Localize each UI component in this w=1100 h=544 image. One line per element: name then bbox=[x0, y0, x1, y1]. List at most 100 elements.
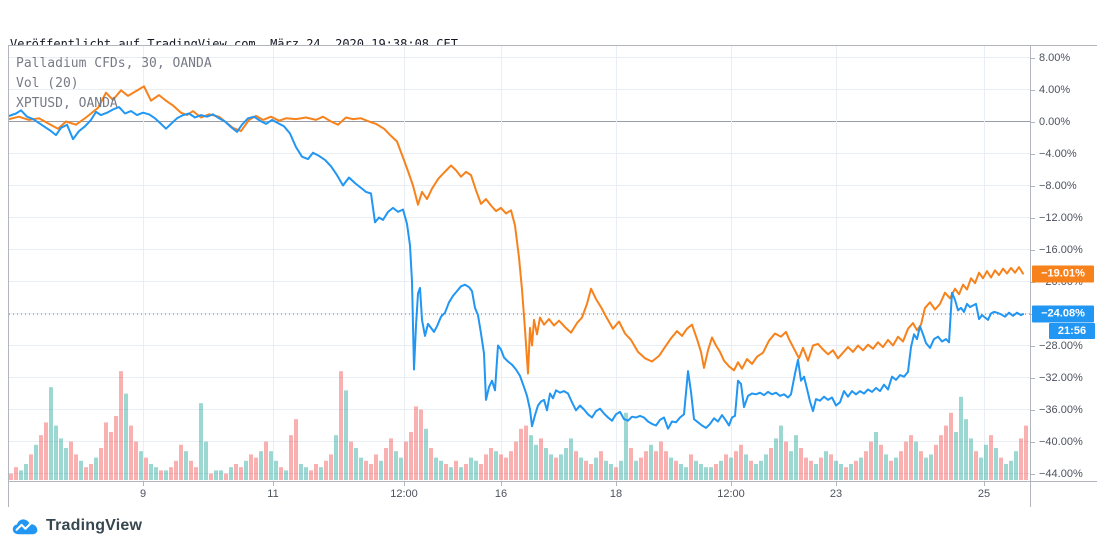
countdown-time-badge: 21:56 bbox=[1049, 323, 1095, 340]
time-tick-label: 16 bbox=[494, 488, 508, 500]
time-tickmark bbox=[273, 482, 274, 486]
volume-bar bbox=[834, 460, 838, 480]
volume-bar bbox=[29, 454, 33, 480]
chart-legend: Palladium CFDs, 30, OANDA Vol (20) XPTUS… bbox=[16, 54, 212, 114]
volume-bar bbox=[969, 438, 973, 480]
volume-bar bbox=[364, 460, 368, 480]
volume-bar bbox=[844, 467, 848, 480]
volume-bar bbox=[559, 454, 563, 480]
volume-bar bbox=[774, 438, 778, 480]
legend-compare-series[interactable]: XPTUSD, OANDA bbox=[16, 96, 118, 111]
volume-bar bbox=[724, 454, 728, 480]
volume-bar bbox=[194, 467, 198, 480]
volume-bar bbox=[849, 464, 853, 480]
volume-bar bbox=[629, 448, 633, 480]
volume-bar bbox=[39, 435, 43, 480]
volume-bar bbox=[529, 435, 533, 480]
volume-bar bbox=[274, 460, 278, 480]
volume-bar bbox=[199, 403, 203, 480]
time-tickmark bbox=[404, 482, 405, 486]
volume-bar bbox=[654, 451, 658, 480]
volume-bar bbox=[744, 454, 748, 480]
volume-bar bbox=[709, 467, 713, 480]
xptusd-price-badge: −24.08% bbox=[1032, 305, 1094, 323]
xpdusd-line-series[interactable] bbox=[9, 85, 1024, 375]
price-tickmark bbox=[1031, 185, 1035, 187]
volume-bar bbox=[609, 464, 613, 480]
volume-bar bbox=[669, 457, 673, 480]
volume-bar bbox=[164, 470, 168, 480]
volume-bar bbox=[704, 467, 708, 480]
volume-bar bbox=[124, 393, 128, 480]
volume-bar bbox=[139, 451, 143, 480]
volume-bar bbox=[344, 390, 348, 480]
volume-bar bbox=[789, 451, 793, 480]
volume-bar bbox=[154, 467, 158, 480]
volume-bar bbox=[129, 425, 133, 480]
chart-frame: Palladium CFDs, 30, OANDA Vol (20) XPTUS… bbox=[8, 45, 1097, 507]
volume-bar bbox=[279, 467, 283, 480]
volume-bar bbox=[769, 448, 773, 480]
volume-bar bbox=[614, 467, 618, 480]
volume-bar bbox=[894, 457, 898, 480]
volume-bar bbox=[469, 457, 473, 480]
chart-canvas[interactable] bbox=[9, 46, 1030, 481]
time-tickmark bbox=[501, 482, 502, 486]
volume-bar bbox=[619, 460, 623, 480]
volume-bar bbox=[74, 454, 78, 480]
volume-bar bbox=[634, 460, 638, 480]
volume-bar bbox=[954, 432, 958, 480]
volume-bar bbox=[864, 451, 868, 480]
volume-bar bbox=[329, 454, 333, 480]
volume-bar bbox=[179, 444, 183, 480]
volume-bar bbox=[809, 460, 813, 480]
xptusd-line-series[interactable] bbox=[9, 106, 1024, 430]
volume-bar bbox=[859, 457, 863, 480]
volume-bar bbox=[814, 464, 818, 480]
legend-volume[interactable]: Vol (20) bbox=[16, 76, 79, 91]
volume-bar bbox=[324, 460, 328, 480]
volume-bar bbox=[384, 448, 388, 480]
volume-bar bbox=[49, 387, 53, 480]
price-pane[interactable]: Palladium CFDs, 30, OANDA Vol (20) XPTUS… bbox=[9, 46, 1030, 481]
volume-bar bbox=[539, 438, 543, 480]
legend-main-series[interactable]: Palladium CFDs, 30, OANDA bbox=[16, 56, 212, 71]
volume-bar bbox=[474, 460, 478, 480]
volume-bar bbox=[994, 448, 998, 480]
volume-bar bbox=[874, 432, 878, 480]
volume-bar bbox=[409, 432, 413, 480]
price-tickmark bbox=[1031, 345, 1035, 347]
volume-bar bbox=[584, 460, 588, 480]
volume-bar bbox=[1009, 460, 1013, 480]
volume-bar bbox=[349, 441, 353, 480]
price-tickmark bbox=[1031, 57, 1035, 59]
volume-bar bbox=[114, 416, 118, 480]
price-tick-label: −8.00% bbox=[1039, 179, 1077, 192]
time-tickmark bbox=[143, 482, 144, 486]
time-scale-axis[interactable]: 9 11 12:00 16 18 12:00 23 25 bbox=[9, 481, 1030, 507]
volume-bar bbox=[334, 435, 338, 480]
volume-bar bbox=[289, 435, 293, 480]
footer-branding[interactable]: TradingView bbox=[12, 513, 142, 539]
volume-bar bbox=[119, 371, 123, 480]
price-tick-label: 8.00% bbox=[1039, 51, 1071, 64]
volume-bar bbox=[714, 464, 718, 480]
volume-bar bbox=[79, 460, 83, 480]
volume-bar bbox=[44, 422, 48, 480]
volume-bar bbox=[204, 441, 208, 480]
price-tick-label: 0.00% bbox=[1039, 115, 1071, 128]
volume-bar bbox=[134, 441, 138, 480]
axis-corner bbox=[1030, 481, 1097, 507]
volume-bar bbox=[304, 467, 308, 480]
volume-bar bbox=[754, 464, 758, 480]
volume-bar bbox=[884, 454, 888, 480]
volume-bar bbox=[209, 473, 213, 480]
volume-bar bbox=[569, 438, 573, 480]
volume-bar bbox=[184, 451, 188, 480]
volume-bar bbox=[109, 432, 113, 480]
volume-bar bbox=[144, 457, 148, 480]
volume-bar bbox=[604, 460, 608, 480]
price-scale-axis[interactable]: 8.00% 4.00% 0.00% −4.00% −8.00% −12.00% −16.00… bbox=[1030, 46, 1097, 481]
volume-bar bbox=[374, 454, 378, 480]
volume-bar bbox=[34, 444, 38, 480]
